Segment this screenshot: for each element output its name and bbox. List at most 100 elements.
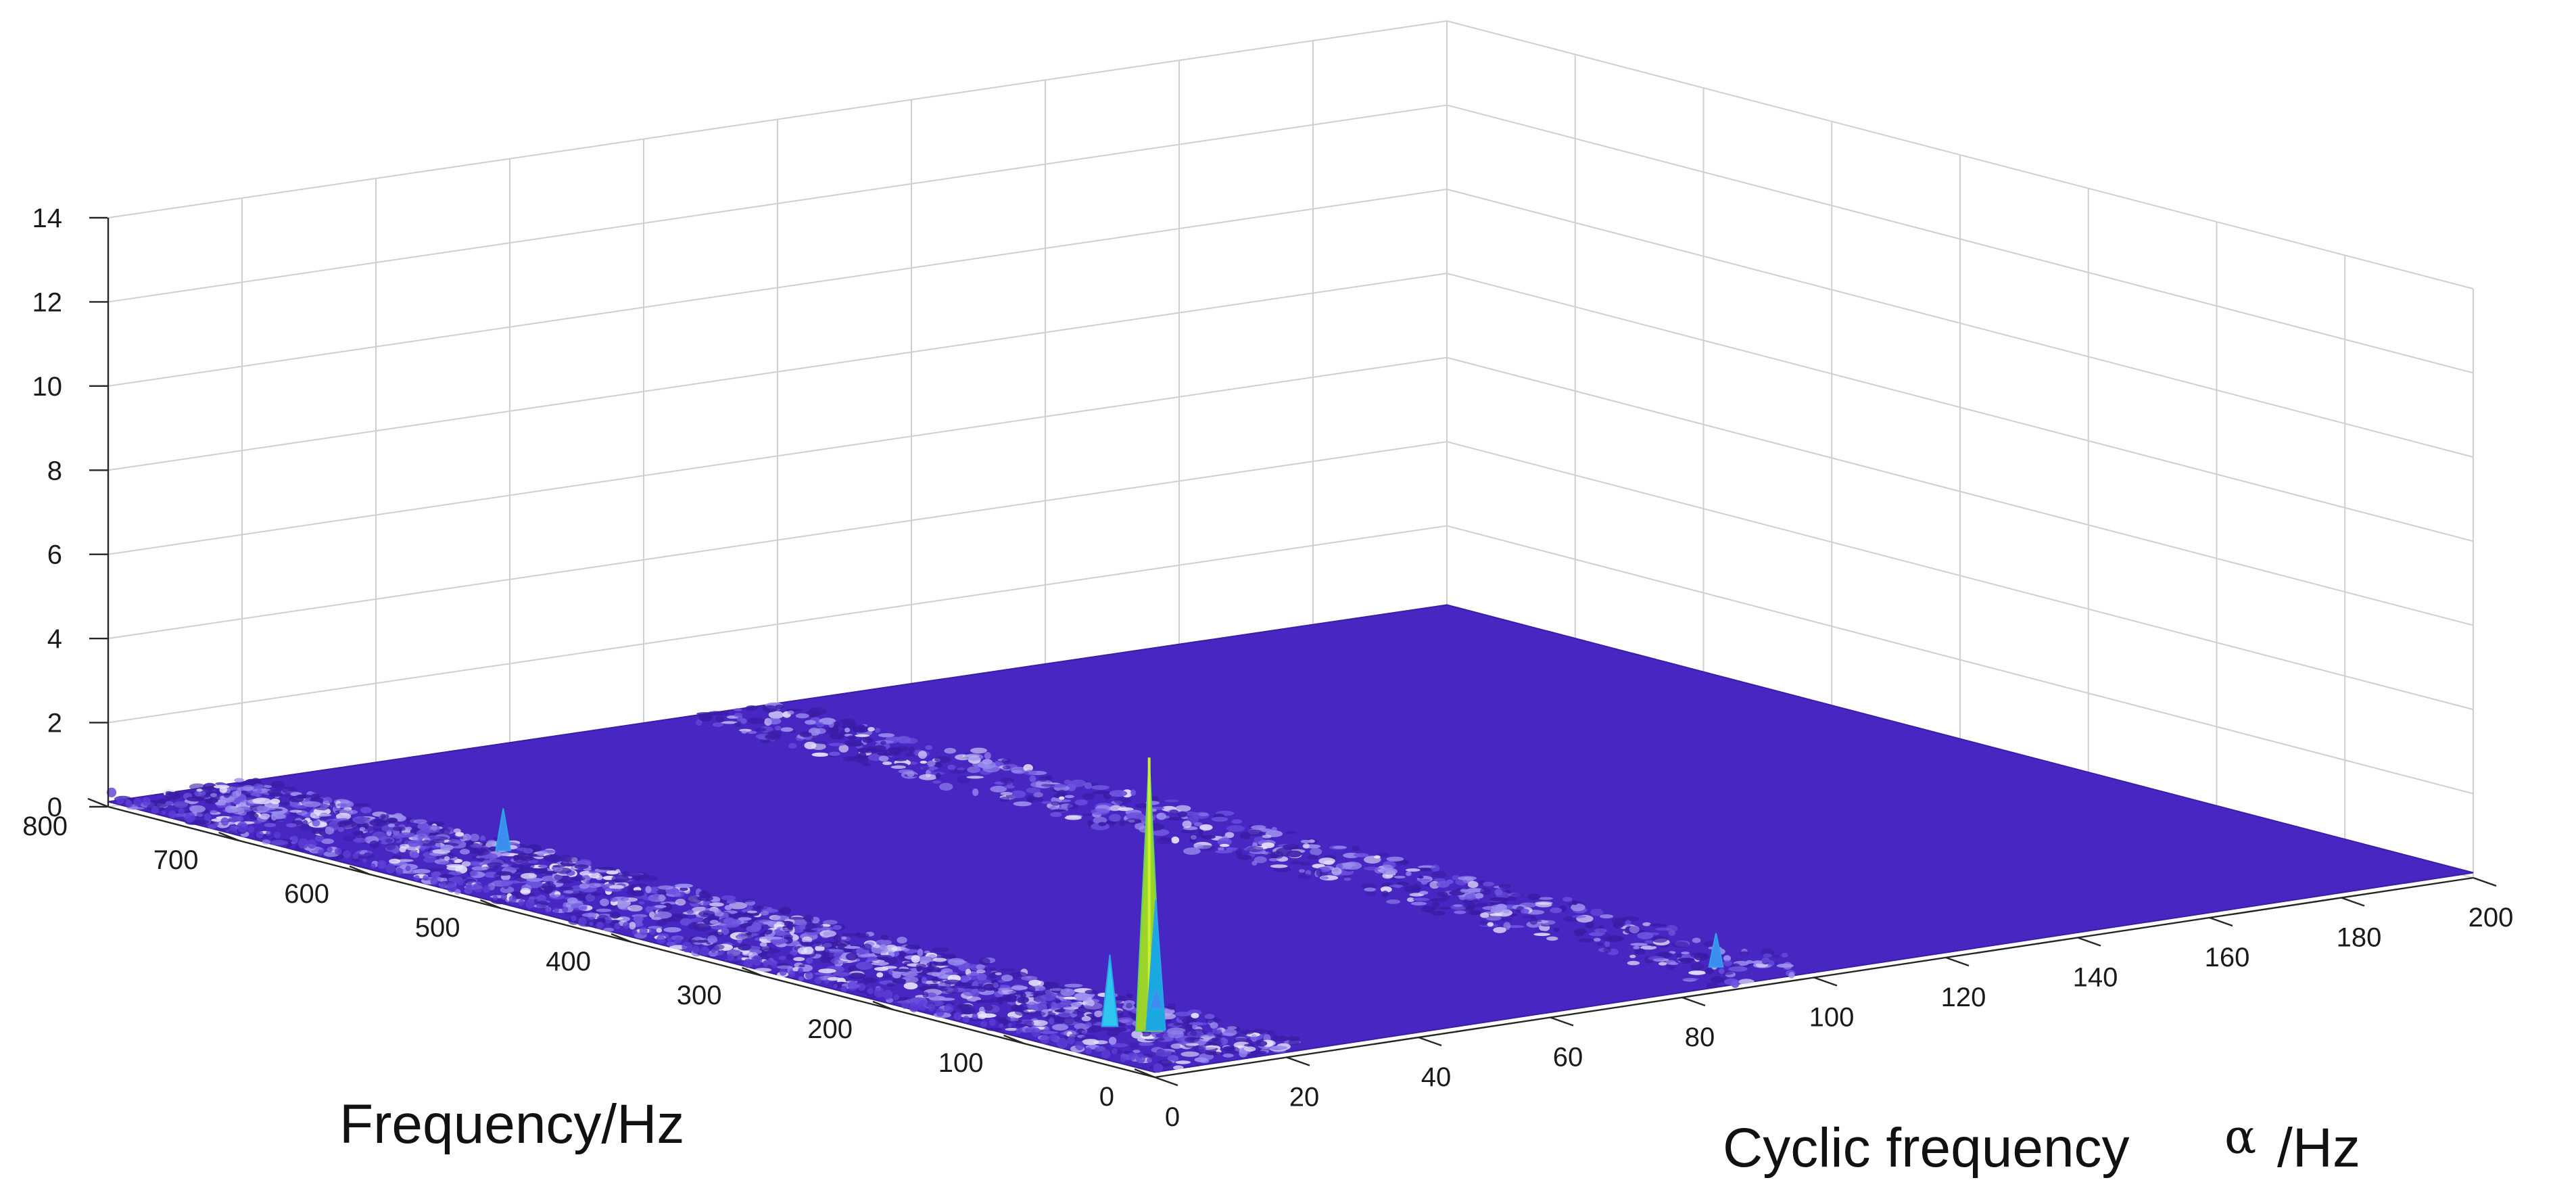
surface-texture-1 (970, 747, 987, 754)
surface-texture-2 (776, 965, 793, 969)
surface-texture-0 (771, 915, 790, 921)
surface-edge-ripple (553, 908, 559, 914)
surface-edge-ripple (893, 994, 900, 1001)
surface-texture-0 (253, 790, 262, 794)
y-tick-label: 80 (1685, 1022, 1715, 1052)
surface-texture-0 (1190, 1030, 1197, 1037)
surface-texture-1 (1364, 887, 1377, 892)
z-tick-label: 14 (32, 204, 63, 233)
x-tick-label: 800 (22, 812, 68, 841)
surface-texture-1 (1041, 784, 1055, 787)
surface-texture-0 (823, 943, 832, 948)
surface-texture-1 (809, 714, 816, 718)
surface-edge-ripple (805, 971, 813, 980)
surface-texture-1 (1480, 887, 1492, 895)
surface-texture-0 (878, 960, 886, 966)
surface-texture-1 (1373, 855, 1381, 859)
surface-texture-0 (746, 905, 753, 911)
surface-texture-2 (356, 852, 375, 859)
surface-texture-1 (821, 727, 839, 734)
surface-texture-0 (495, 851, 510, 857)
surface-texture-2 (391, 855, 402, 860)
surface-texture-0 (656, 920, 667, 926)
surface-texture-0 (242, 784, 254, 791)
surface-texture-0 (302, 801, 321, 807)
surface-edge-ripple (492, 895, 498, 901)
surface-texture-2 (1049, 1017, 1055, 1025)
surface-texture-1 (1190, 834, 1197, 840)
surface-texture-1 (1668, 962, 1679, 966)
surface-texture-0 (253, 783, 264, 790)
surface-texture-0 (337, 826, 345, 832)
surface-texture-1 (1633, 945, 1640, 949)
surface-texture-2 (1081, 1030, 1088, 1034)
surface-texture-1 (1642, 922, 1651, 926)
surface-texture-0 (944, 979, 961, 985)
surface-texture-1 (1563, 897, 1573, 902)
surface-texture-0 (746, 925, 761, 933)
surface-texture-1 (1527, 893, 1541, 900)
surface-edge-ripple (377, 860, 387, 870)
surface-texture-0 (480, 840, 486, 846)
surface-texture-1 (925, 745, 932, 750)
surface-texture-2 (966, 1018, 984, 1022)
surface-texture-0 (738, 917, 752, 921)
surface-texture-0 (411, 851, 419, 858)
surface-texture-2 (1031, 1020, 1048, 1027)
surface-texture-0 (736, 935, 743, 943)
surface-texture-1 (851, 755, 867, 762)
surface-texture-2 (270, 839, 287, 846)
y-tick (1154, 1076, 1178, 1087)
surface-edge-ripple (362, 858, 367, 863)
surface-texture-0 (1268, 1045, 1287, 1050)
surface-texture-0 (688, 922, 700, 930)
surface-texture-2 (690, 939, 696, 943)
surface-texture-1 (1386, 856, 1404, 862)
surface-texture-0 (724, 905, 733, 910)
surface-texture-0 (627, 905, 643, 912)
surface-texture-1 (999, 796, 1010, 803)
surface-texture-1 (909, 746, 915, 755)
surface-texture-1 (1023, 763, 1033, 772)
surface-texture-0 (302, 820, 308, 826)
surface-texture-0 (917, 949, 924, 957)
surface-texture-0 (1085, 1022, 1092, 1028)
surface-texture-1 (1246, 846, 1264, 853)
surface-texture-0 (538, 864, 548, 868)
surface-texture-1 (1013, 801, 1032, 807)
surface-edge-ripple (414, 875, 420, 881)
surface-texture-2 (965, 1006, 971, 1014)
surface-texture-0 (470, 844, 484, 848)
surface-texture-0 (1192, 1024, 1198, 1030)
surface-texture-0 (359, 826, 366, 831)
surface-texture-2 (237, 816, 244, 822)
surface-texture-1 (1487, 922, 1494, 927)
surface-texture-1 (1625, 920, 1631, 926)
surface-texture-1 (1380, 864, 1393, 871)
surface-texture-1 (1214, 850, 1233, 853)
surface-texture-0 (476, 849, 490, 855)
surface-texture-0 (559, 887, 574, 891)
surface-texture-2 (396, 859, 414, 862)
surface-texture-1 (1431, 911, 1446, 916)
surface-texture-1 (1011, 770, 1023, 773)
surface-texture-0 (926, 966, 940, 973)
surface-edge-ripple (639, 926, 648, 935)
surface-texture-0 (1017, 996, 1030, 1004)
surface-texture-0 (1126, 1003, 1132, 1009)
surface-edge-ripple (632, 929, 638, 935)
surface-texture-1 (1723, 978, 1740, 985)
surface-texture-1 (1108, 805, 1122, 812)
surface-texture-1 (1681, 951, 1690, 955)
surface-edge-ripple (1007, 1022, 1012, 1028)
surface-texture-1 (1211, 816, 1229, 822)
surface-texture-2 (886, 983, 896, 987)
surface-edge-ripple (273, 831, 281, 839)
surface-texture-0 (234, 778, 244, 782)
y-tick-label: 0 (1165, 1102, 1180, 1132)
surface-texture-0 (776, 926, 785, 932)
surface-texture-0 (487, 862, 504, 868)
surface-texture-0 (1212, 1027, 1222, 1035)
surface-texture-0 (1034, 995, 1047, 1004)
surface-texture-1 (1666, 924, 1678, 933)
